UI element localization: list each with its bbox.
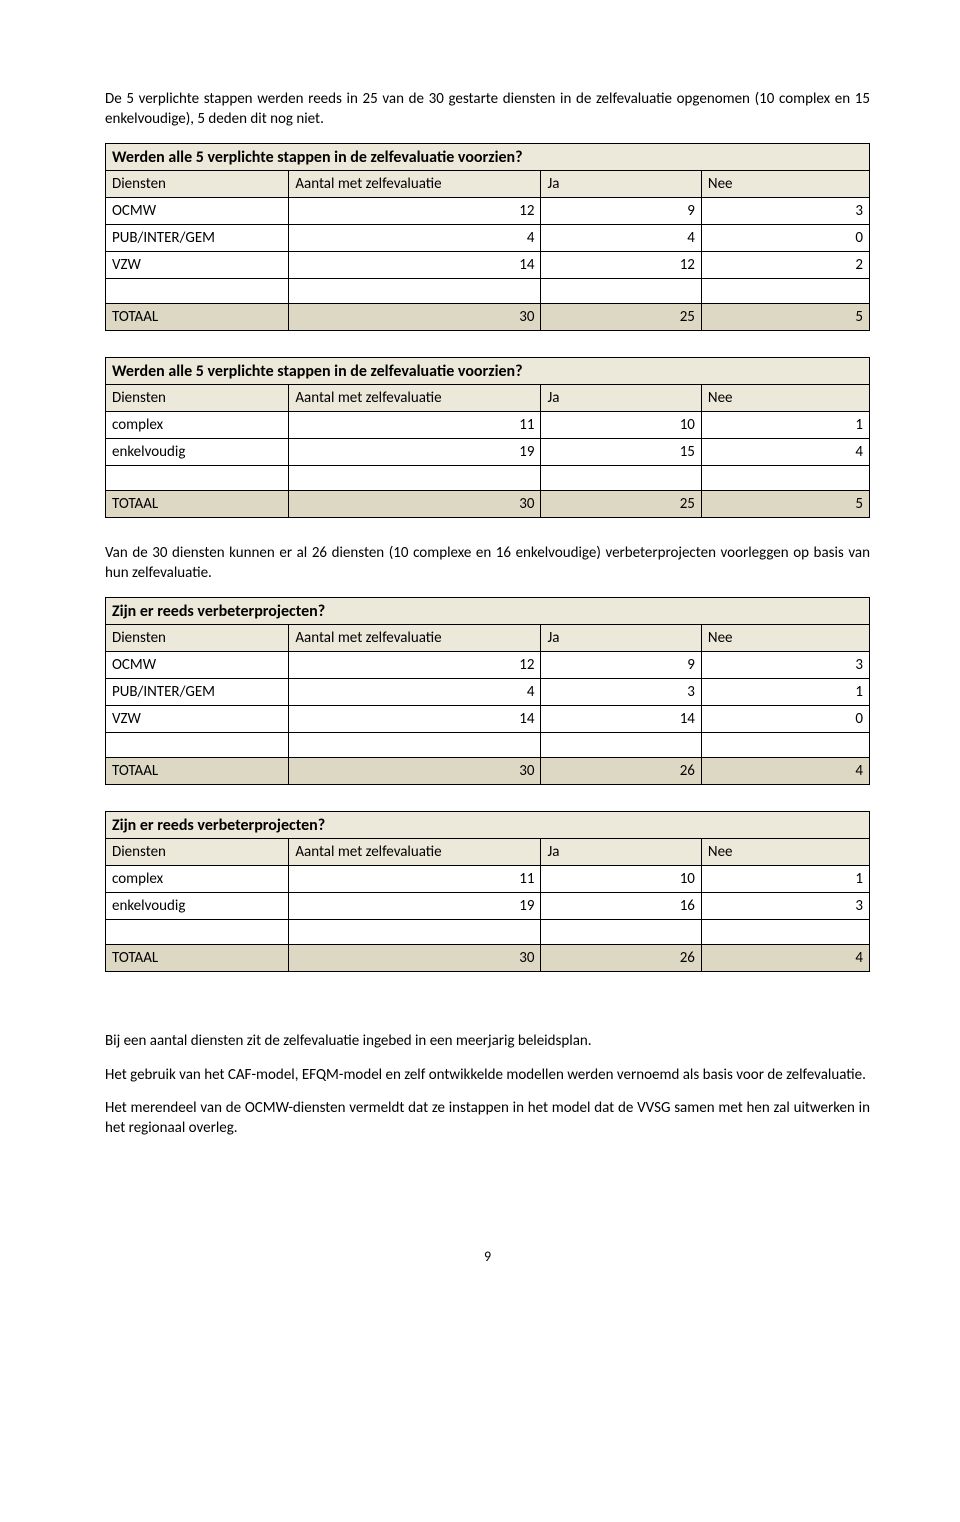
cell: 9 — [541, 652, 701, 679]
row-label: complex — [106, 866, 289, 893]
table-title: Zijn er reeds verbeterprojecten? — [106, 812, 870, 839]
cell: 14 — [289, 706, 541, 733]
col-header: Aantal met zelfevaluatie — [289, 625, 541, 652]
cell: 19 — [289, 439, 541, 466]
cell: 25 — [541, 491, 701, 518]
cell: 0 — [701, 706, 869, 733]
cell: 15 — [541, 439, 701, 466]
col-header: Nee — [701, 839, 869, 866]
row-label: VZW — [106, 706, 289, 733]
cell: 19 — [289, 893, 541, 920]
table-4: Zijn er reeds verbeterprojecten? Dienste… — [105, 811, 870, 972]
col-header: Ja — [541, 385, 701, 412]
col-header: Aantal met zelfevaluatie — [289, 385, 541, 412]
col-header: Ja — [541, 625, 701, 652]
cell: 14 — [289, 252, 541, 279]
cell: 25 — [541, 304, 701, 331]
cell: 12 — [289, 652, 541, 679]
row-label: complex — [106, 412, 289, 439]
end-paragraph-3: Het merendeel van de OCMW-diensten verme… — [105, 1099, 870, 1138]
row-label: TOTAAL — [106, 304, 289, 331]
page-number: 9 — [105, 1248, 870, 1265]
cell: 5 — [701, 304, 869, 331]
cell: 10 — [541, 412, 701, 439]
cell: 2 — [701, 252, 869, 279]
intro-paragraph: De 5 verplichte stappen werden reeds in … — [105, 90, 870, 129]
cell: 1 — [701, 412, 869, 439]
col-header: Diensten — [106, 839, 289, 866]
cell: 26 — [541, 758, 701, 785]
table-1: Werden alle 5 verplichte stappen in de z… — [105, 143, 870, 331]
cell: 30 — [289, 758, 541, 785]
row-label: TOTAAL — [106, 758, 289, 785]
mid-paragraph: Van de 30 diensten kunnen er al 26 diens… — [105, 544, 870, 583]
cell: 11 — [289, 866, 541, 893]
end-paragraph-2: Het gebruik van het CAF-model, EFQM-mode… — [105, 1066, 870, 1086]
col-header: Aantal met zelfevaluatie — [289, 171, 541, 198]
table-title: Zijn er reeds verbeterprojecten? — [106, 598, 870, 625]
cell: 9 — [541, 198, 701, 225]
table-title: Werden alle 5 verplichte stappen in de z… — [106, 358, 870, 385]
cell: 4 — [701, 945, 869, 972]
end-paragraph-1: Bij een aantal diensten zit de zelfevalu… — [105, 1032, 870, 1052]
table-title: Werden alle 5 verplichte stappen in de z… — [106, 144, 870, 171]
cell: 3 — [701, 198, 869, 225]
table-3: Zijn er reeds verbeterprojecten? Dienste… — [105, 597, 870, 785]
col-header: Ja — [541, 171, 701, 198]
cell: 4 — [701, 758, 869, 785]
cell: 1 — [701, 679, 869, 706]
col-header: Ja — [541, 839, 701, 866]
cell: 0 — [701, 225, 869, 252]
row-label: TOTAAL — [106, 945, 289, 972]
row-label: OCMW — [106, 652, 289, 679]
cell: 5 — [701, 491, 869, 518]
cell: 30 — [289, 945, 541, 972]
row-label: PUB/INTER/GEM — [106, 679, 289, 706]
row-label: TOTAAL — [106, 491, 289, 518]
row-label: OCMW — [106, 198, 289, 225]
cell: 11 — [289, 412, 541, 439]
col-header: Diensten — [106, 385, 289, 412]
cell: 1 — [701, 866, 869, 893]
col-header: Diensten — [106, 625, 289, 652]
cell: 4 — [289, 679, 541, 706]
row-label: PUB/INTER/GEM — [106, 225, 289, 252]
cell: 12 — [289, 198, 541, 225]
col-header: Aantal met zelfevaluatie — [289, 839, 541, 866]
cell: 12 — [541, 252, 701, 279]
col-header: Nee — [701, 385, 869, 412]
col-header: Diensten — [106, 171, 289, 198]
row-label: enkelvoudig — [106, 893, 289, 920]
cell: 4 — [541, 225, 701, 252]
cell: 3 — [541, 679, 701, 706]
row-label: enkelvoudig — [106, 439, 289, 466]
cell: 30 — [289, 491, 541, 518]
cell: 14 — [541, 706, 701, 733]
cell: 4 — [701, 439, 869, 466]
col-header: Nee — [701, 171, 869, 198]
cell: 30 — [289, 304, 541, 331]
col-header: Nee — [701, 625, 869, 652]
cell: 3 — [701, 893, 869, 920]
cell: 26 — [541, 945, 701, 972]
cell: 16 — [541, 893, 701, 920]
cell: 10 — [541, 866, 701, 893]
table-2: Werden alle 5 verplichte stappen in de z… — [105, 357, 870, 518]
cell: 4 — [289, 225, 541, 252]
row-label: VZW — [106, 252, 289, 279]
cell: 3 — [701, 652, 869, 679]
page: De 5 verplichte stappen werden reeds in … — [0, 0, 960, 1325]
